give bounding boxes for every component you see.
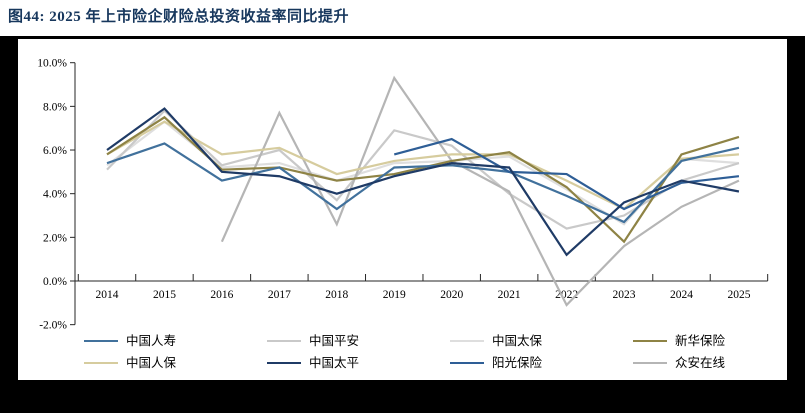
legend-item: 中国人保 (84, 357, 267, 370)
chart-title: 图44: 2025 年上市险企财险总投资收益率同比提升 (8, 9, 349, 25)
legend-line-swatch (267, 361, 301, 365)
x-tick-label: 2014 (96, 289, 119, 301)
x-tick-label: 2021 (498, 289, 521, 301)
legend-item: 中国人寿 (84, 335, 267, 348)
y-tick-label: -2.0% (39, 320, 67, 332)
y-tick-label: 6.0% (43, 145, 67, 157)
series-line (106, 142, 740, 224)
legend-item: 中国平安 (267, 335, 450, 348)
legend-line-swatch (450, 339, 484, 343)
legend-item: 阳光保险 (450, 357, 633, 370)
legend-line-swatch (633, 361, 667, 365)
x-tick-label: 2020 (440, 289, 463, 301)
series-line (106, 107, 740, 257)
y-tick-label: 4.0% (43, 189, 67, 201)
legend-label: 阳光保险 (492, 355, 543, 370)
x-tick-label: 2019 (383, 289, 406, 301)
series-line (106, 109, 740, 230)
legend-label: 中国人寿 (126, 333, 177, 348)
legend-label: 众安在线 (675, 355, 726, 370)
legend-line-swatch (267, 339, 301, 343)
legend-item: 中国太保 (450, 335, 633, 348)
legend-item: 众安在线 (633, 357, 805, 370)
legend-label: 中国平安 (309, 333, 360, 348)
series-line (106, 115, 740, 244)
series-line (106, 120, 740, 211)
legend-label: 中国太平 (309, 355, 360, 370)
x-tick-label: 2016 (210, 289, 233, 301)
x-tick-label: 2015 (153, 289, 176, 301)
x-tick-label: 2018 (325, 289, 348, 301)
y-tick-label: 10.0% (37, 58, 67, 70)
legend-line-swatch (633, 339, 667, 343)
legend-item: 中国太平 (267, 357, 450, 370)
x-tick-label: 2024 (670, 289, 693, 301)
legend-label: 中国人保 (126, 355, 177, 370)
legend-line-swatch (450, 361, 484, 365)
legend-line-swatch (84, 339, 118, 343)
y-tick-label: 2.0% (43, 232, 67, 244)
chart-panel: 10.0% 8.0% 6.0% 4.0% 2.0% 0.0% -2.0% 2014 2015 20… (18, 39, 787, 380)
y-tick-label: 8.0% (43, 101, 67, 113)
investment-yield-line-chart: 10.0% 8.0% 6.0% 4.0% 2.0% 0.0% -2.0% 2014 2015 20… (37, 58, 769, 332)
legend-item: 新华保险 (633, 335, 805, 348)
legend-line-swatch (84, 361, 118, 365)
y-tick-label: 0.0% (43, 276, 67, 288)
x-tick-label: 2017 (268, 289, 291, 301)
chart-legend: 中国人寿 中国平安 中国太保 新华保险中国人保 中国太平 阳光保险 众安在线 (84, 330, 805, 374)
series-line (220, 75, 740, 307)
series-line (393, 137, 740, 211)
legend-label: 中国太保 (492, 333, 543, 348)
x-tick-label: 2023 (613, 289, 636, 301)
x-tick-label: 2025 (727, 289, 750, 301)
legend-label: 新华保险 (675, 333, 726, 348)
